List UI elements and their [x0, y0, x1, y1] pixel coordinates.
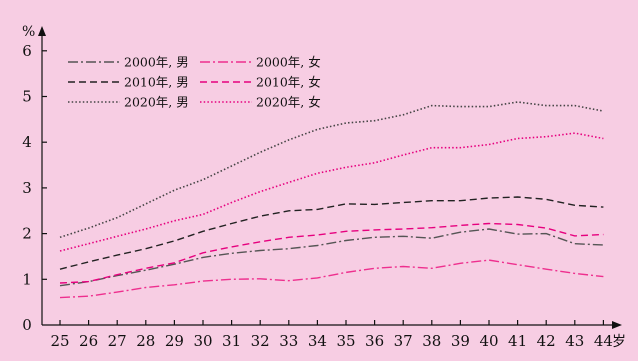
legend-label: 2010年, 女: [256, 75, 321, 90]
x-tick-label: 37: [394, 332, 413, 350]
legend-label: 2020年, 女: [256, 95, 321, 110]
x-tick-label: 42: [537, 332, 556, 350]
x-tick-label: 33: [279, 332, 298, 350]
x-tick-label: 27: [108, 332, 127, 350]
x-tick-label: 38: [422, 332, 441, 350]
x-tick-label: 41: [508, 332, 527, 350]
legend-label: 2000年, 男: [124, 55, 189, 70]
legend: 2000年, 男 2000年, 女 2010年, 男 2010年, 女 2020年, 男…: [68, 55, 321, 110]
x-tick-label: 28: [136, 332, 155, 350]
y-tick-label: 4: [22, 133, 32, 151]
x-ticks: 25 26 27 28 29 30 31 32 33 34 35 36 37 38 39 40 41 42 43 44: [50, 320, 613, 350]
legend-label: 2020年, 男: [124, 95, 189, 110]
x-tick-label: 26: [79, 332, 98, 350]
series-line: [59, 222, 604, 284]
x-tick-label: 40: [479, 332, 498, 350]
x-tick-label: 36: [365, 332, 384, 350]
x-tick-label: 32: [251, 332, 270, 350]
x-tick-label: 43: [565, 332, 584, 350]
series-lines: [59, 101, 604, 299]
y-tick-label: 1: [22, 270, 32, 288]
x-tick-label: 30: [193, 332, 212, 350]
series-line: [59, 259, 604, 299]
x-tick-label: 39: [451, 332, 470, 350]
series-line: [59, 101, 604, 239]
x-axis-arrow: [612, 321, 622, 329]
axes: % 岁: [22, 24, 626, 350]
series-line: [59, 228, 604, 287]
y-axis-arrow: [38, 26, 46, 36]
x-tick-label: 44: [594, 332, 613, 350]
y-tick-label: 5: [22, 88, 32, 106]
y-tick-label: 6: [22, 42, 32, 60]
legend-label: 2010年, 男: [124, 75, 189, 90]
x-axis-unit-label: 岁: [612, 334, 626, 350]
y-ticks: 0 1 2 3 4 5 6: [22, 42, 47, 334]
x-tick-label: 25: [50, 332, 69, 350]
x-tick-label: 29: [165, 332, 184, 350]
x-tick-label: 34: [308, 332, 327, 350]
series-line: [59, 132, 604, 252]
series-line: [59, 196, 604, 270]
legend-label: 2000年, 女: [256, 55, 321, 70]
y-axis-unit-label: %: [22, 24, 35, 40]
x-tick-label: 31: [222, 332, 241, 350]
y-tick-label: 2: [22, 225, 32, 243]
y-tick-label: 0: [22, 316, 32, 334]
x-tick-label: 35: [336, 332, 355, 350]
y-tick-label: 3: [22, 179, 32, 197]
